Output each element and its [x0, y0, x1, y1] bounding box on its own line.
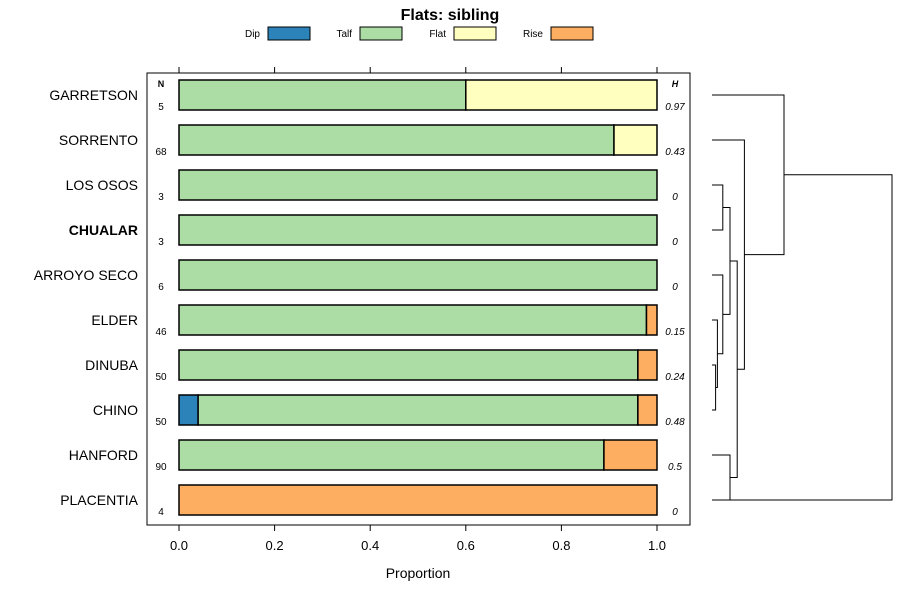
legend-swatch-flat: [453, 26, 497, 41]
h-value-chualar: 0: [672, 237, 678, 248]
bar-segment-chino-talf: [197, 394, 639, 426]
x-tick-label-2: 0.4: [361, 538, 379, 553]
n-value-dinuba: 50: [155, 372, 167, 383]
category-label-placentia: PLACENTIA: [60, 492, 138, 508]
bar-segment-dinuba-rise: [637, 349, 658, 381]
dendrogram-link-4: [722, 207, 731, 315]
n-value-sorrento: 68: [155, 147, 167, 158]
bar-segment-hanford-rise: [603, 439, 658, 471]
x-tick-label-5: 1.0: [648, 538, 666, 553]
x-tick-label-3: 0.6: [457, 538, 475, 553]
dendrogram-link-0: [712, 364, 717, 411]
category-label-sorrento: SORRENTO: [59, 132, 138, 148]
y-axis-labels: GARRETSON SORRENTO LOS OSOS CHUALAR ARROYO S…: [34, 87, 139, 508]
bar-segment-garretson-flat: [465, 79, 658, 111]
category-label-hanford: HANFORD: [69, 447, 138, 463]
n-value-elder: 46: [155, 327, 167, 338]
n-value-garretson: 5: [158, 102, 164, 113]
x-tick-label-0: 0.0: [170, 538, 188, 553]
n-value-chino: 50: [155, 417, 167, 428]
x-tick-label-4: 0.8: [552, 538, 570, 553]
bar-segment-chino-dip: [178, 394, 199, 426]
category-label-dinuba: DINUBA: [85, 357, 139, 373]
n-value-placentia: 4: [158, 507, 164, 518]
bar-segment-dinuba-talf: [178, 349, 639, 381]
h-value-los-osos: 0: [672, 192, 678, 203]
x-tick-label-1: 0.2: [266, 538, 284, 553]
dendrogram-link-3: [712, 184, 724, 231]
dendrogram-link-6: [730, 260, 738, 478]
n-value-chualar: 3: [158, 237, 164, 248]
plot-frame: [146, 72, 691, 526]
n-header: N: [158, 79, 165, 89]
h-value-dinuba: 0.24: [665, 372, 685, 383]
category-label-elder: ELDER: [91, 312, 138, 328]
dendrogram-link-9: [712, 174, 893, 501]
legend-swatch-dip: [267, 26, 311, 41]
category-label-garretson: GARRETSON: [49, 87, 138, 103]
legend: Dip Talf Flat Rise: [245, 26, 594, 41]
bar-segment-chualar-talf: [178, 214, 658, 246]
n-value-arroyo-seco: 6: [158, 282, 164, 293]
legend-swatch-talf: [359, 26, 403, 41]
dendrogram-link-7: [712, 139, 745, 370]
bar-segment-elder-talf: [178, 304, 648, 336]
h-value-sorrento: 0.43: [665, 147, 685, 158]
legend-swatch-rise: [550, 26, 594, 41]
dendrogram-link-5: [712, 454, 731, 501]
h-value-chino: 0.48: [665, 417, 685, 428]
bar-segment-placentia-rise: [178, 484, 658, 516]
h-value-elder: 0.15: [665, 327, 685, 338]
category-label-arroyo-seco: ARROYO SECO: [34, 267, 138, 283]
legend-label-talf: Talf: [336, 29, 352, 40]
n-value-los-osos: 3: [158, 192, 164, 203]
category-label-chino: CHINO: [93, 402, 138, 418]
bar-segment-arroyo-seco-talf: [178, 259, 658, 291]
legend-label-dip: Dip: [245, 29, 260, 40]
legend-label-flat: Flat: [429, 29, 446, 40]
dendrogram: [712, 94, 893, 501]
bar-segment-sorrento-flat: [613, 124, 658, 156]
bar-segment-sorrento-talf: [178, 124, 615, 156]
bar-segment-elder-rise: [645, 304, 658, 336]
bar-segment-hanford-talf: [178, 439, 605, 471]
x-axis: 0.0 0.2 0.4 0.6 0.8 1.0: [170, 67, 666, 553]
bar-segment-chino-rise: [637, 394, 658, 426]
category-label-chualar: CHUALAR: [69, 222, 138, 238]
legend-label-rise: Rise: [523, 29, 543, 40]
x-axis-title: Proportion: [386, 565, 451, 581]
h-value-garretson: 0.97: [665, 102, 685, 113]
bars: 5 0.97 68 0.43 3 0 3 0 6 0 46 0.15 50 0.24 50 0.48 90 0.5…: [155, 79, 685, 518]
dendrogram-link-8: [712, 94, 785, 256]
h-value-arroyo-seco: 0: [672, 282, 678, 293]
h-value-hanford: 0.5: [668, 462, 682, 473]
bar-segment-los-osos-talf: [178, 169, 658, 201]
h-header: H: [672, 79, 679, 89]
h-value-placentia: 0: [672, 507, 678, 518]
dendrogram-link-1: [712, 319, 718, 388]
bar-segment-garretson-talf: [178, 79, 467, 111]
n-value-hanford: 90: [155, 462, 167, 473]
chart-title: Flats: sibling: [401, 7, 500, 24]
category-label-los-osos: LOS OSOS: [66, 177, 138, 193]
